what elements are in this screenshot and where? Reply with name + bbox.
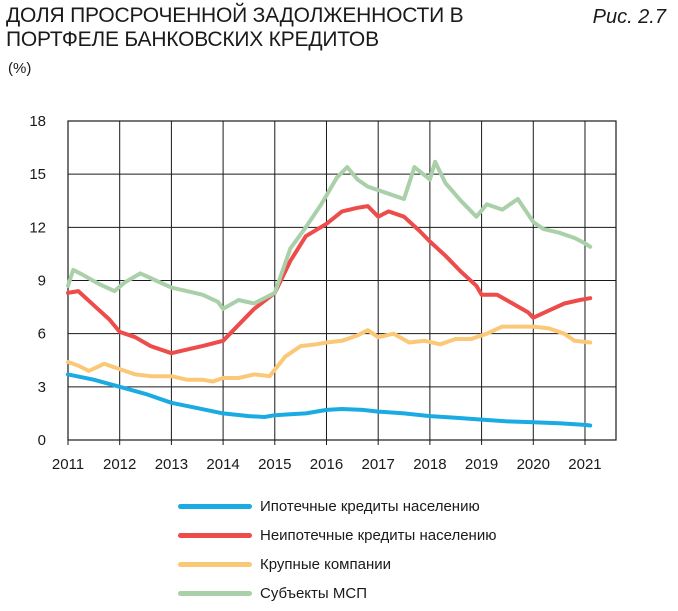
y-tick-label: 12 xyxy=(29,219,46,236)
series-line-4 xyxy=(66,159,593,311)
y-tick-label: 18 xyxy=(29,113,46,130)
y-tick-label: 15 xyxy=(29,166,46,183)
chart-legend: Ипотечные кредиты населению Неипотечные к… xyxy=(178,492,496,608)
chart-title: ДОЛЯ ПРОСРОЧЕННОЙ ЗАДОЛЖЕННОСТИ В ПОРТФЕ… xyxy=(6,4,526,52)
figure-label: Рис. 2.7 xyxy=(592,6,666,28)
legend-swatch xyxy=(178,504,252,509)
x-tick-label: 2016 xyxy=(310,456,343,473)
chart-title-line2: ПОРТФЕЛЕ БАНКОВСКИХ КРЕДИТОВ xyxy=(6,28,379,51)
unit-label: (%) xyxy=(8,60,32,77)
legend-label: Субъекты МСП xyxy=(260,585,367,602)
series-line-1 xyxy=(66,372,593,428)
x-tick-label: 2011 xyxy=(52,456,84,473)
legend-item: Крупные компании xyxy=(178,550,496,579)
x-tick-label: 2015 xyxy=(258,456,291,473)
legend-swatch xyxy=(178,591,252,596)
y-tick-label: 0 xyxy=(38,432,46,449)
x-tick-label: 2013 xyxy=(155,456,188,473)
legend-label: Ипотечные кредиты населению xyxy=(260,498,480,515)
legend-label: Крупные компании xyxy=(260,556,392,573)
legend-item: Субъекты МСП xyxy=(178,579,496,608)
x-tick-label: 2014 xyxy=(206,456,239,473)
x-tick-label: 2021 xyxy=(568,456,601,473)
y-tick-label: 6 xyxy=(38,326,46,343)
y-tick-label: 9 xyxy=(38,273,46,290)
y-tick-label: 3 xyxy=(38,379,46,396)
legend-swatch xyxy=(178,562,252,567)
series-line-3 xyxy=(66,324,593,384)
legend-label: Неипотечные кредиты населению xyxy=(260,527,497,544)
x-tick-label: 2018 xyxy=(413,456,446,473)
chart-title-line1: ДОЛЯ ПРОСРОЧЕННОЙ ЗАДОЛЖЕННОСТИ В xyxy=(6,4,464,27)
legend-item: Неипотечные кредиты населению xyxy=(178,521,496,550)
legend-swatch xyxy=(178,533,252,538)
x-tick-label: 2019 xyxy=(465,456,498,473)
legend-item: Ипотечные кредиты населению xyxy=(178,492,496,521)
x-tick-label: 2017 xyxy=(362,456,395,473)
x-tick-label: 2020 xyxy=(517,456,550,473)
x-tick-label: 2012 xyxy=(103,456,136,473)
series-line-2 xyxy=(66,204,593,356)
